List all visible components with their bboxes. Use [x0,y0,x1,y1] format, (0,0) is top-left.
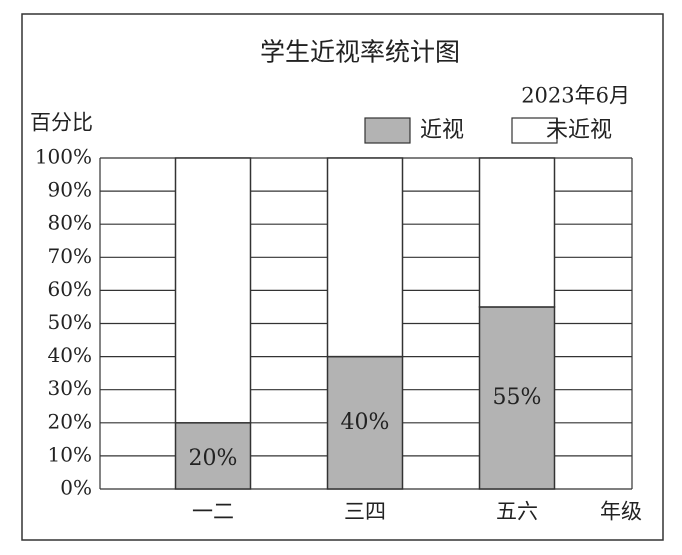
y-axis-label: 百分比 [30,111,93,135]
y-tick-label: 10% [48,442,92,466]
y-tick-label: 50% [48,310,92,334]
bar-segment [478,306,556,490]
value-label: 20% [189,446,238,471]
frame [21,13,664,541]
legend-label: 未近视 [546,118,612,143]
chart-title: 学生近视率统计图 [260,38,460,67]
bar-segment [326,157,404,358]
legend-swatch [364,117,411,144]
x-tick-label: 一二 [192,500,234,524]
subtitle: 2023年6月 [521,84,630,108]
legend-swatch [511,117,558,144]
bar-segment [478,157,556,308]
x-tick-label: 五六 [496,500,538,524]
bar-segment [326,355,404,490]
x-tick-label: 三四 [344,500,386,524]
y-tick-label: 60% [48,277,92,301]
y-tick-label: 20% [48,409,92,433]
y-tick-label: 100% [35,145,92,169]
y-tick-label: 0% [60,476,92,500]
value-label: 40% [341,410,390,435]
y-tick-label: 90% [48,178,92,202]
x-axis-label: 年级 [600,500,642,524]
y-tick-label: 30% [48,376,92,400]
y-tick-label: 80% [48,211,92,235]
y-tick-label: 70% [48,244,92,268]
value-label: 55% [493,385,542,410]
bar-segment [174,157,252,424]
y-tick-label: 40% [48,343,92,367]
legend-label: 近视 [420,118,464,143]
bar-segment [174,422,252,490]
